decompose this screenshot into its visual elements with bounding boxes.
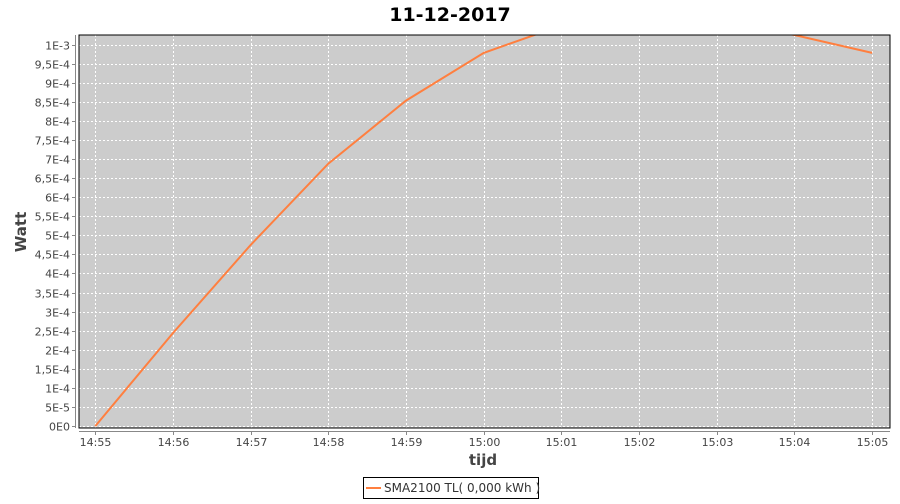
y-tick-label: 1E-4	[45, 383, 70, 396]
series-line	[94, 35, 873, 427]
y-tick-label: 1E-3	[45, 40, 70, 53]
y-tick-label: 8,5E-4	[35, 97, 70, 110]
x-tick-label: 15:02	[624, 436, 656, 449]
y-tick-label: 5E-4	[45, 230, 70, 243]
y-tick-label: 6,5E-4	[35, 173, 70, 186]
legend: SMA2100 TL( 0,000 kWh )	[363, 477, 540, 499]
y-tick-label: 4,5E-4	[35, 249, 70, 262]
x-axis-ticks: 14:55 14:56 14:57 14:58 14:59 15:00 15:01 15:02…	[80, 432, 889, 449]
y-tick-label: 1,5E-4	[35, 364, 70, 377]
legend-label: SMA2100 TL( 0,000 kWh )	[384, 481, 540, 495]
y-axis-ticks: 0E0 5E-5 1E-4 1,5E-4 2E-4 2,5E-4 3E-4 3,5E-4 4E-…	[35, 40, 75, 434]
x-tick-label: 15:00	[469, 436, 501, 449]
y-tick-label: 6E-4	[45, 192, 70, 205]
x-tick-label: 14:55	[80, 436, 112, 449]
x-tick-label: 14:58	[313, 436, 345, 449]
x-tick-label: 14:59	[391, 436, 423, 449]
y-tick-label: 3E-4	[45, 307, 70, 320]
y-tick-label: 2E-4	[45, 345, 70, 358]
y-tick-label: 5E-5	[45, 402, 70, 415]
series-group	[94, 35, 873, 427]
x-tick-label: 15:05	[857, 436, 889, 449]
y-tick-label: 4E-4	[45, 268, 70, 281]
y-axis-label: Watt	[12, 212, 30, 252]
chart-title: 11-12-2017	[389, 4, 511, 26]
x-tick-label: 14:57	[236, 436, 268, 449]
y-tick-label: 9,5E-4	[35, 59, 70, 72]
x-tick-label: 14:56	[158, 436, 190, 449]
y-tick-label: 2,5E-4	[35, 326, 70, 339]
x-tick-label: 15:03	[702, 436, 734, 449]
grid	[79, 35, 890, 428]
plot-border	[78, 34, 891, 429]
legend-box	[363, 477, 539, 499]
y-tick-label: 0E0	[49, 421, 70, 434]
y-tick-label: 3,5E-4	[35, 288, 70, 301]
x-tick-label: 15:01	[546, 436, 578, 449]
y-tick-label: 8E-4	[45, 116, 70, 129]
y-tick-label: 7E-4	[45, 154, 70, 167]
y-tick-label: 9E-4	[45, 78, 70, 91]
y-tick-label: 7,5E-4	[35, 135, 70, 148]
x-axis-label: tijd	[469, 451, 497, 469]
x-tick-label: 15:04	[779, 436, 811, 449]
y-tick-label: 5,5E-4	[35, 211, 70, 224]
